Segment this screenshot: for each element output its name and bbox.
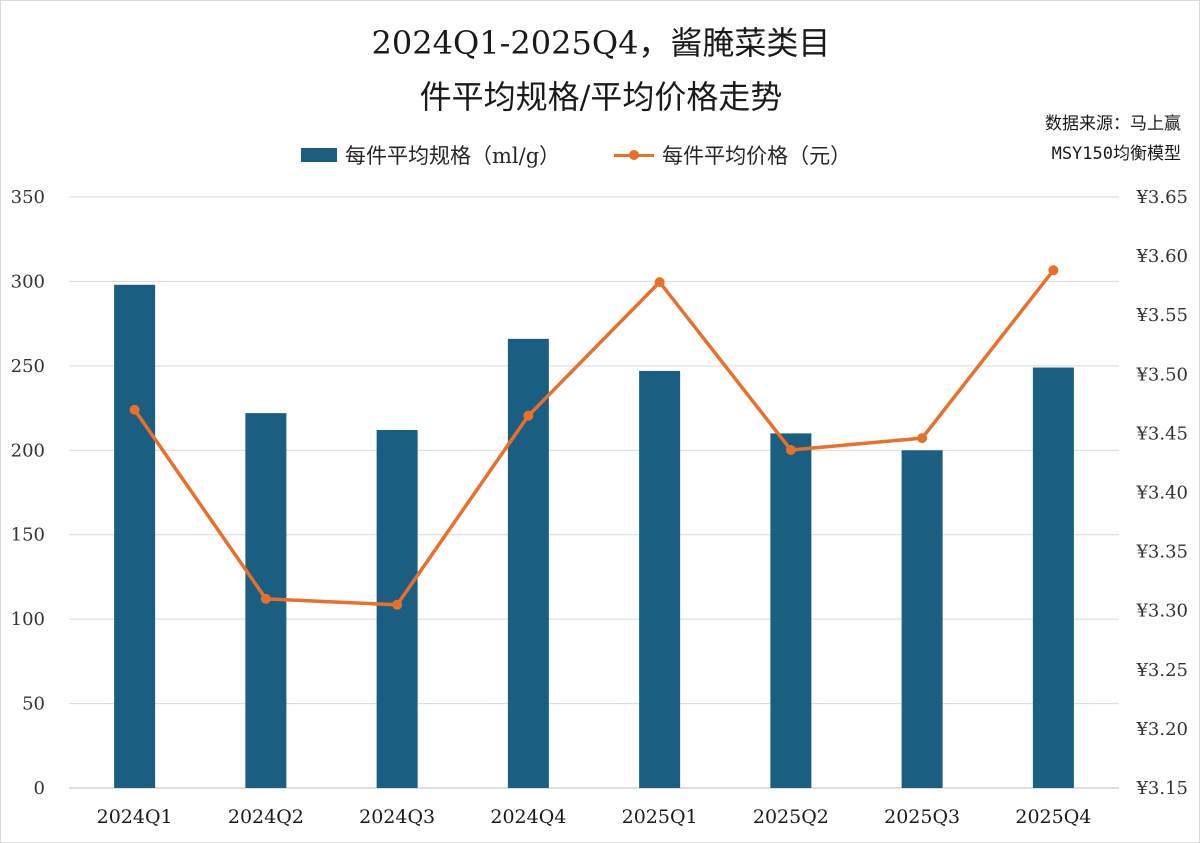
chart-legend: 每件平均规格（ml/g） 每件平均价格（元） bbox=[301, 139, 851, 171]
right-axis-tick-label: ¥3.25 bbox=[1135, 660, 1188, 681]
left-axis-tick-label: 50 bbox=[22, 694, 45, 715]
right-axis-tick-label: ¥3.65 bbox=[1135, 187, 1188, 208]
right-axis-tick-label: ¥3.55 bbox=[1135, 305, 1188, 326]
legend-line-swatch bbox=[614, 148, 655, 162]
category-label: 2024Q1 bbox=[97, 806, 173, 828]
left-axis-ticks: 0 50 100 150 200 250 300 350 bbox=[11, 187, 45, 799]
category-label: 2024Q3 bbox=[359, 806, 435, 828]
left-axis-tick-label: 150 bbox=[11, 525, 45, 546]
line-point bbox=[523, 410, 534, 421]
bar bbox=[770, 433, 812, 788]
legend-bar-label: 每件平均规格（ml/g） bbox=[345, 144, 561, 168]
right-axis-tick-label: ¥3.50 bbox=[1135, 364, 1188, 385]
right-axis-tick-label: ¥3.35 bbox=[1135, 542, 1188, 563]
data-source-line1: 数据来源：马上赢 bbox=[1045, 114, 1181, 134]
chart-title-line1: 2024Q1-2025Q4，酱腌菜类目 bbox=[371, 24, 831, 62]
left-axis-tick-label: 200 bbox=[11, 440, 45, 461]
line-point bbox=[654, 277, 665, 288]
bar bbox=[639, 370, 681, 788]
bar bbox=[114, 284, 156, 788]
left-axis-tick-label: 250 bbox=[11, 356, 45, 377]
legend-item-line: 每件平均价格（元） bbox=[614, 140, 851, 170]
right-axis-tick-label: ¥3.40 bbox=[1135, 483, 1188, 504]
category-axis-labels: 2024Q1 2024Q2 2024Q3 2024Q4 2025Q1 2025Q2 2025… bbox=[97, 806, 1092, 828]
right-axis-ticks: ¥3.15 ¥3.20 ¥3.25 ¥3.30 ¥3.35 ¥3.40 ¥3.45 ¥3.50… bbox=[1135, 187, 1188, 799]
bar-series bbox=[114, 284, 1074, 788]
right-axis-tick-label: ¥3.15 bbox=[1135, 778, 1188, 799]
line-point bbox=[129, 404, 140, 415]
bar bbox=[901, 450, 943, 788]
gridlines bbox=[69, 196, 1119, 789]
category-label: 2025Q1 bbox=[622, 806, 698, 828]
bar bbox=[507, 338, 549, 788]
category-label: 2025Q4 bbox=[1015, 806, 1091, 828]
right-axis-tick-label: ¥3.45 bbox=[1135, 423, 1188, 444]
line-point bbox=[785, 444, 796, 455]
category-label: 2024Q2 bbox=[228, 806, 304, 828]
bar bbox=[1032, 367, 1074, 788]
left-axis-tick-label: 100 bbox=[11, 609, 45, 630]
legend-item-bar: 每件平均规格（ml/g） bbox=[301, 140, 560, 170]
price-line bbox=[133, 269, 1055, 607]
line-series bbox=[129, 265, 1059, 610]
left-axis-tick-label: 0 bbox=[34, 778, 45, 799]
data-source-note: 数据来源：马上赢 MSY150均衡模型 bbox=[991, 109, 1181, 169]
line-point bbox=[260, 593, 271, 604]
chart-title-line2: 件平均规格/平均价格走势 bbox=[419, 78, 783, 116]
category-label: 2025Q2 bbox=[753, 806, 829, 828]
category-label: 2025Q3 bbox=[884, 806, 960, 828]
left-axis-tick-label: 350 bbox=[11, 187, 45, 208]
legend-line-label: 每件平均价格（元） bbox=[662, 144, 852, 168]
data-source-line2: MSY150均衡模型 bbox=[1051, 144, 1181, 164]
right-axis-tick-label: ¥3.20 bbox=[1135, 719, 1188, 740]
right-axis-tick-label: ¥3.60 bbox=[1135, 246, 1188, 267]
category-label: 2024Q4 bbox=[490, 806, 566, 828]
line-point bbox=[1048, 265, 1059, 276]
right-axis-tick-label: ¥3.30 bbox=[1135, 601, 1188, 622]
line-point bbox=[392, 599, 403, 610]
line-point bbox=[917, 433, 928, 444]
left-axis-tick-label: 300 bbox=[11, 271, 45, 292]
legend-bar-swatch bbox=[301, 148, 337, 162]
